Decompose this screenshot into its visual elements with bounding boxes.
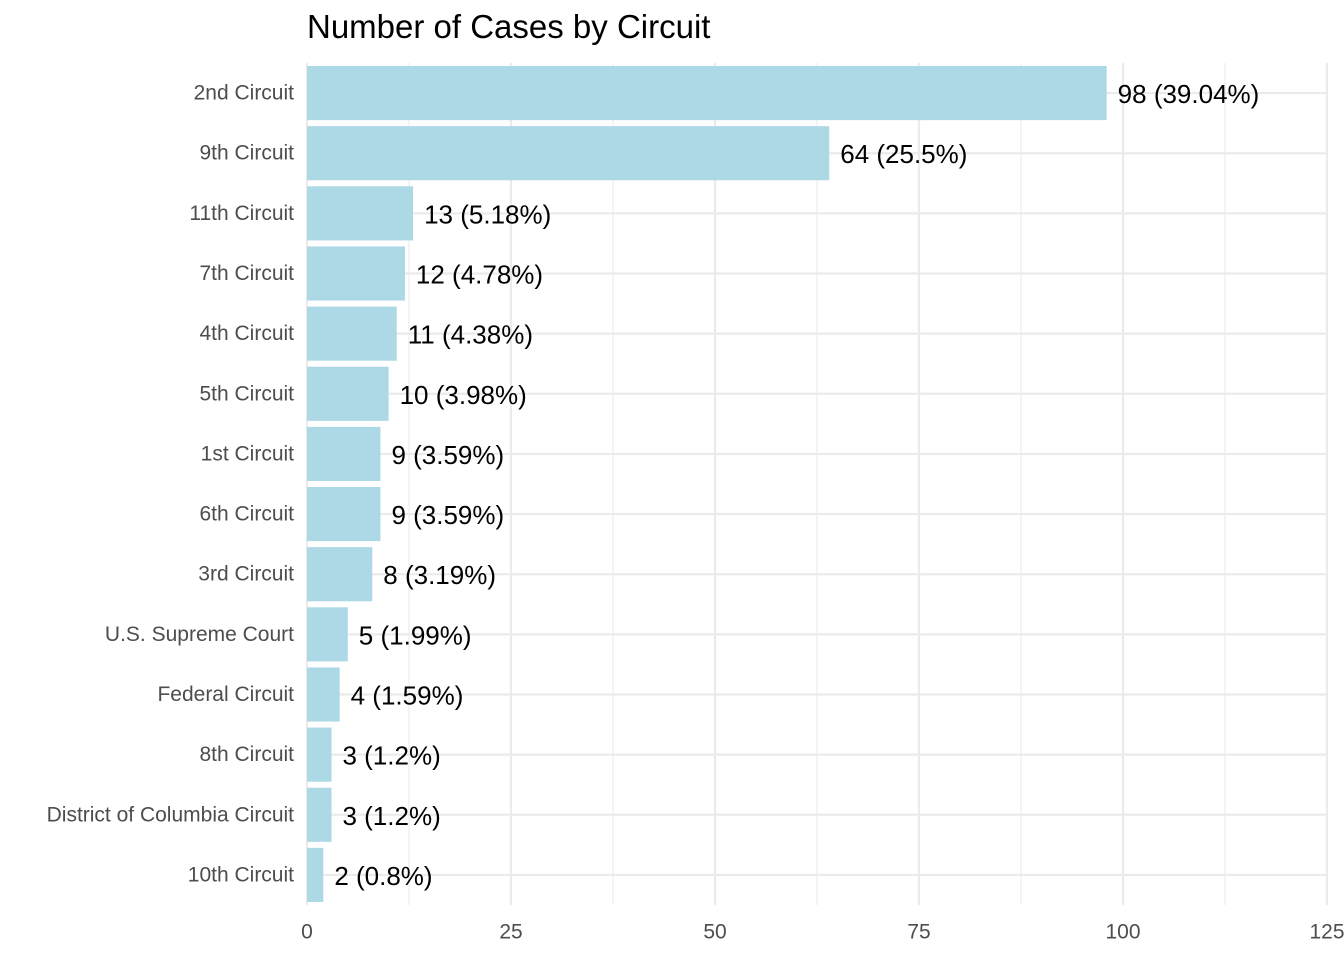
bar <box>307 487 381 542</box>
bar <box>307 727 332 782</box>
category-label: District of Columbia Circuit <box>47 803 295 826</box>
data-label: 5 (1.99%) <box>359 620 472 650</box>
data-label: 4 (1.59%) <box>351 681 464 711</box>
category-label: Federal Circuit <box>157 683 294 706</box>
data-label: 98 (39.04%) <box>1118 79 1260 109</box>
label-layer: 2nd Circuit 98 (39.04%) 9th Circuit 64 (25.… <box>47 79 1344 943</box>
data-label: 8 (3.19%) <box>383 560 496 590</box>
x-tick-label: 25 <box>499 921 522 944</box>
category-label: 9th Circuit <box>199 142 294 165</box>
bar <box>307 186 414 241</box>
bar <box>307 547 373 602</box>
category-label: 8th Circuit <box>199 743 294 766</box>
x-tick-label: 125 <box>1309 921 1344 944</box>
bar <box>307 787 332 842</box>
data-label: 10 (3.98%) <box>400 380 527 410</box>
bar <box>307 366 389 421</box>
bar <box>307 246 405 301</box>
data-label: 2 (0.8%) <box>334 861 432 891</box>
data-label: 12 (4.78%) <box>416 260 543 290</box>
category-label: 5th Circuit <box>199 382 294 405</box>
x-tick-label: 100 <box>1105 921 1140 944</box>
chart-title: Number of Cases by Circuit <box>307 8 711 45</box>
bar <box>307 847 324 902</box>
category-label: U.S. Supreme Court <box>105 623 294 646</box>
bar <box>307 66 1107 121</box>
data-label: 64 (25.5%) <box>840 139 967 169</box>
x-tick-label: 75 <box>907 921 930 944</box>
grid-layer <box>305 63 1329 905</box>
category-label: 10th Circuit <box>188 863 294 886</box>
bar-layer <box>307 66 1107 902</box>
bar <box>307 607 348 662</box>
x-tick-label: 0 <box>301 921 313 944</box>
category-label: 7th Circuit <box>199 262 294 285</box>
category-label: 6th Circuit <box>199 503 294 526</box>
data-label: 11 (4.38%) <box>408 320 533 350</box>
data-label: 3 (1.2%) <box>342 741 440 771</box>
bar <box>307 126 830 181</box>
bar <box>307 667 340 722</box>
data-label: 9 (3.59%) <box>391 500 504 530</box>
data-label: 13 (5.18%) <box>424 199 551 229</box>
category-label: 3rd Circuit <box>198 563 294 586</box>
data-label: 3 (1.2%) <box>342 801 440 831</box>
data-label: 9 (3.59%) <box>391 440 504 470</box>
category-label: 1st Circuit <box>201 442 295 465</box>
category-label: 2nd Circuit <box>194 82 295 105</box>
bar <box>307 426 381 481</box>
x-tick-label: 50 <box>703 921 726 944</box>
bar <box>307 306 397 361</box>
category-label: 4th Circuit <box>199 322 294 345</box>
category-label: 11th Circuit <box>189 202 294 225</box>
